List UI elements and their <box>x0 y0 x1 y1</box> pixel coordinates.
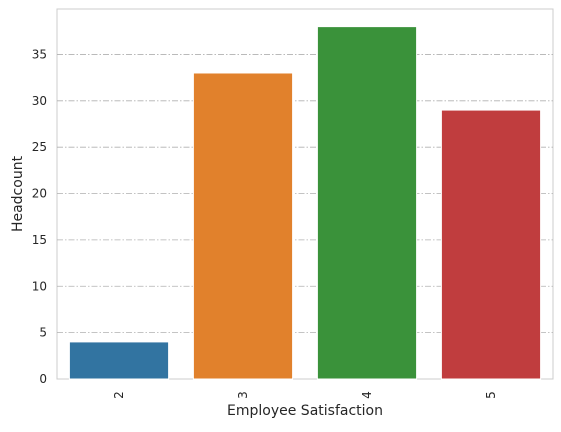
bar-5 <box>440 109 542 380</box>
y-tick-labels: 0 5 10 15 20 25 30 35 <box>32 47 47 386</box>
x-tick-labels: 2 3 4 5 <box>112 391 498 399</box>
y-tick-label: 15 <box>32 233 47 247</box>
bar-4 <box>316 26 418 380</box>
x-tick-label: 3 <box>236 391 250 399</box>
x-tick-label: 2 <box>112 391 126 399</box>
bars <box>68 26 542 380</box>
y-tick-label: 25 <box>32 140 47 154</box>
y-axis-label: Headcount <box>10 155 26 232</box>
y-tick-label: 5 <box>39 326 47 340</box>
y-tick-label: 30 <box>32 94 47 108</box>
x-tick-label: 4 <box>360 391 374 399</box>
gridlines <box>57 54 553 334</box>
y-tick-label: 0 <box>39 372 47 386</box>
bar-3 <box>192 72 294 380</box>
y-tick-label: 35 <box>32 47 47 61</box>
bar-2 <box>68 341 170 380</box>
y-tick-label: 10 <box>32 279 47 293</box>
x-tick-label: 5 <box>484 391 498 399</box>
y-tick-label: 20 <box>32 187 47 201</box>
x-axis-label: Employee Satisfaction <box>227 403 383 419</box>
